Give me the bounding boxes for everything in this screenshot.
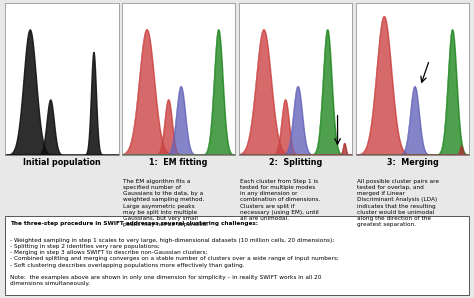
Text: 3:  Merging: 3: Merging	[386, 158, 438, 167]
Text: Initial population: Initial population	[23, 158, 100, 167]
Text: The three-step procedure in SWIFT addresses several clustering challenges:: The three-step procedure in SWIFT addres…	[10, 221, 258, 226]
Text: Each cluster from Step 1 is
tested for multiple modes
in any dimension or
combin: Each cluster from Step 1 is tested for m…	[240, 179, 320, 221]
Text: All possible cluster pairs are
tested for overlap, and
merged if Linear
Discrimi: All possible cluster pairs are tested fo…	[357, 179, 439, 227]
Text: The EM algorithm fits a
specified number of
Gaussians to the data, by a
weighted: The EM algorithm fits a specified number…	[123, 179, 209, 227]
Text: 1:  EM fitting: 1: EM fitting	[149, 158, 208, 167]
Text: - Weighted sampling in step 1 scales to very large, high-dimensional datasets (1: - Weighted sampling in step 1 scales to …	[10, 238, 339, 286]
Text: 2:  Splitting: 2: Splitting	[269, 158, 322, 167]
